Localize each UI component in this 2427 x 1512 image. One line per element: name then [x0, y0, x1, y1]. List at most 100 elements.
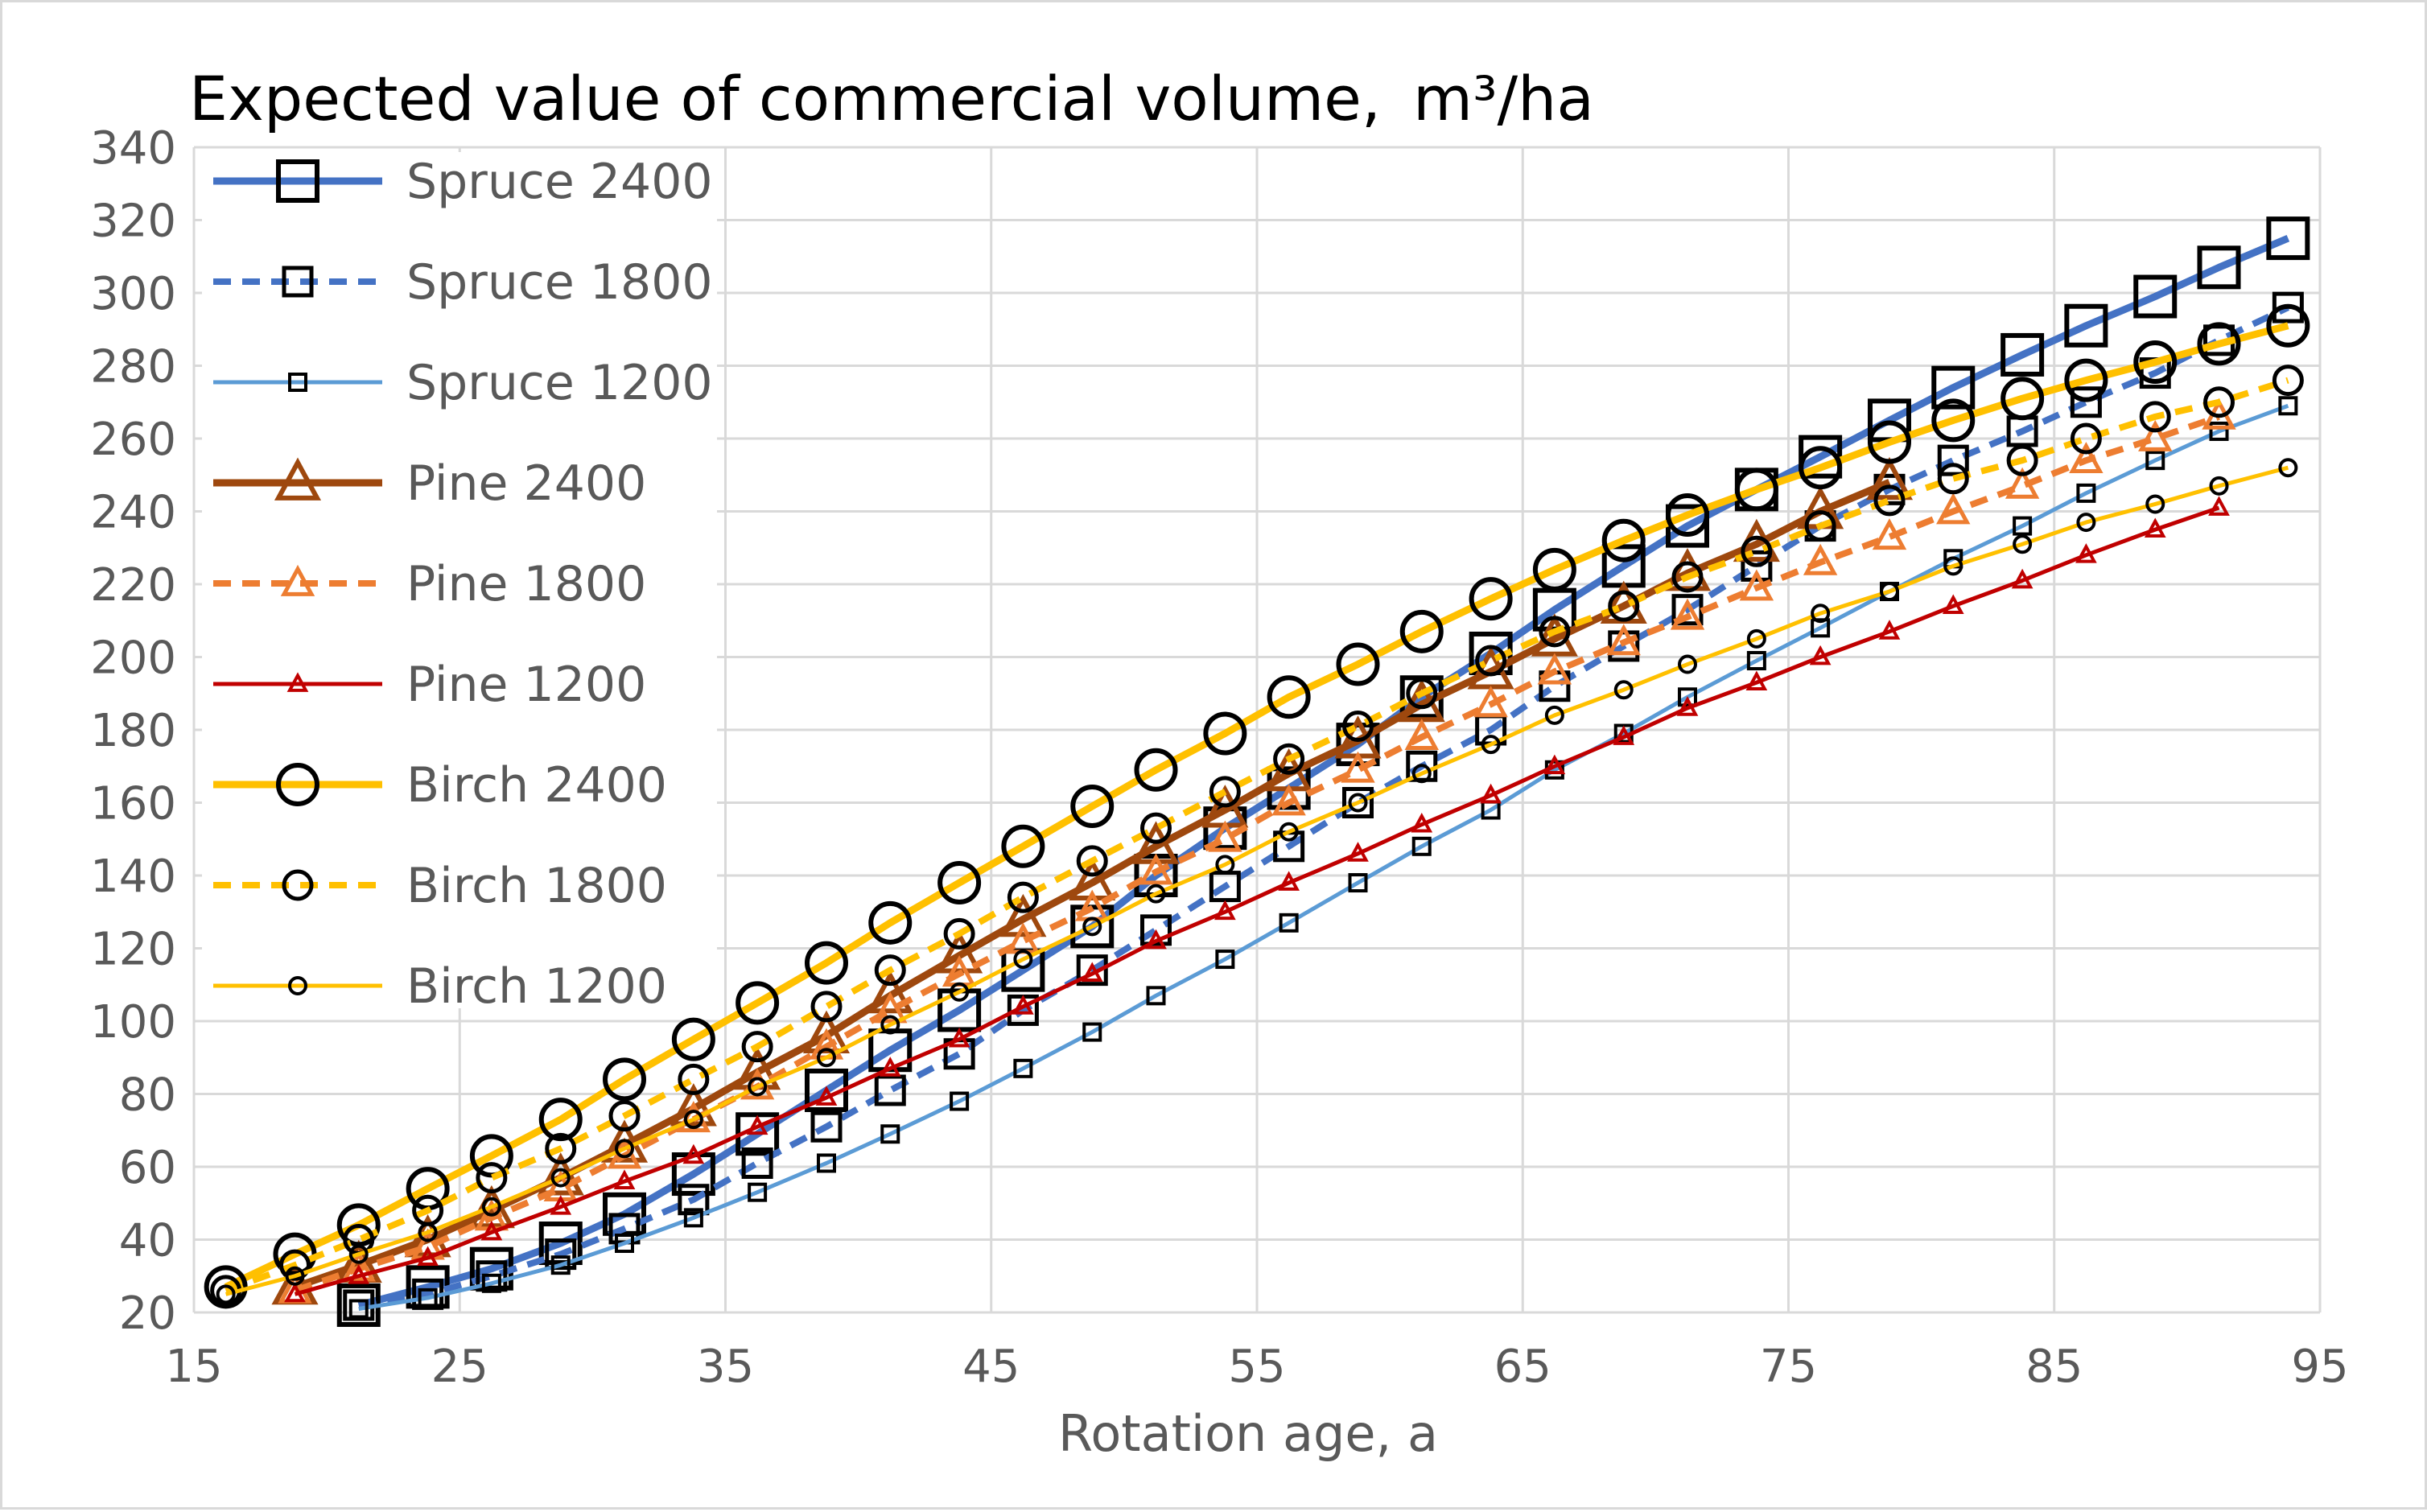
chart-title: Expected value of commercial volume, m³/h… — [189, 63, 1594, 134]
legend-swatch-marker — [274, 457, 322, 501]
legend-swatch-marker — [286, 672, 309, 692]
legend-swatch-marker — [280, 564, 315, 596]
y-tick-label-260: 260 — [90, 414, 176, 466]
data-point — [816, 1153, 836, 1173]
data-point — [476, 1260, 508, 1292]
data-point — [670, 1083, 717, 1127]
data-point — [1867, 420, 1911, 464]
data-point — [1336, 642, 1380, 686]
legend-label: Spruce 1200 — [406, 355, 713, 411]
series-line — [357, 234, 2290, 1309]
data-point — [2064, 303, 2108, 348]
data-point — [1214, 900, 1236, 921]
data-point — [1606, 624, 1641, 656]
legend-entry-birch-1200: Birch 1200 — [213, 958, 667, 1015]
data-point — [1134, 748, 1178, 792]
data-point — [810, 1110, 843, 1143]
legend-entry-spruce-1800: Spruce 1800 — [213, 254, 713, 311]
data-point — [1671, 561, 1704, 593]
data-point — [2208, 496, 2230, 516]
legend: Spruce 2400 Spruce 1800 Spruce 1200 Pine 24… — [202, 152, 717, 1015]
data-point — [2133, 274, 2178, 319]
data-point — [538, 1222, 583, 1266]
data-point — [2272, 365, 2304, 397]
legend-label: Spruce 1800 — [406, 254, 713, 311]
x-tick-label-95: 95 — [2291, 1341, 2348, 1393]
data-point — [1537, 653, 1572, 685]
x-tick-label-85: 85 — [2025, 1341, 2083, 1393]
legend-entry-birch-1800: Birch 1800 — [213, 858, 667, 914]
data-point — [1734, 468, 1778, 512]
y-tick-label-340: 340 — [90, 122, 176, 175]
series-spruce-1800 — [343, 291, 2304, 1321]
data-point — [615, 1139, 635, 1159]
data-point — [804, 941, 848, 985]
legend-label: Birch 2400 — [406, 757, 667, 814]
data-point — [943, 917, 975, 950]
data-point — [1670, 598, 1705, 630]
data-point — [879, 1057, 901, 1077]
data-point — [874, 954, 906, 987]
axes: 20 40 60 80 100 120 140 160 180 200 220 240 260 280 30… — [90, 122, 2349, 1393]
data-point — [2011, 568, 2033, 589]
data-point — [2266, 303, 2310, 348]
data-point — [2272, 291, 2304, 323]
data-point — [418, 1287, 438, 1308]
x-axis-label: Rotation age, a — [1058, 1404, 1438, 1463]
data-point — [1601, 518, 1646, 562]
data-point — [2001, 332, 2045, 377]
data-point — [1139, 853, 1173, 885]
data-point — [671, 1017, 715, 1061]
series-line — [224, 322, 2289, 1291]
data-point — [603, 1057, 647, 1102]
data-point — [1809, 645, 1832, 665]
data-point — [2005, 467, 2040, 499]
x-tick-label-65: 65 — [1494, 1341, 1551, 1393]
data-point — [867, 970, 914, 1014]
y-tick-label-40: 40 — [119, 1215, 176, 1267]
data-point — [2197, 322, 2241, 366]
data-point — [1273, 743, 1305, 775]
data-point — [1931, 398, 1976, 443]
data-point — [1613, 725, 1635, 745]
legend-label: Birch 1800 — [406, 858, 667, 914]
data-point — [1279, 822, 1299, 842]
data-point — [1931, 365, 1976, 410]
data-point — [816, 1048, 836, 1068]
series-line — [225, 377, 2289, 1294]
data-point — [748, 1182, 768, 1202]
data-point — [950, 982, 970, 1002]
data-point — [481, 1273, 501, 1293]
x-tick-label-55: 55 — [1228, 1341, 1285, 1393]
data-point — [1942, 594, 1964, 615]
data-point — [341, 1250, 376, 1282]
x-tick-label-35: 35 — [697, 1341, 754, 1393]
data-point — [2145, 451, 2165, 471]
data-point — [1811, 604, 1831, 624]
y-tick-label-320: 320 — [90, 196, 176, 248]
data-point — [1745, 670, 1768, 691]
data-point — [1543, 754, 1566, 775]
data-point — [1608, 590, 1640, 622]
data-point — [1347, 842, 1369, 862]
legend-entry-birch-2400: Birch 2400 — [213, 757, 667, 814]
data-point — [1082, 917, 1102, 937]
data-point — [1070, 785, 1115, 829]
legend-entry-pine-1200: Pine 1200 — [213, 657, 646, 713]
data-point — [868, 900, 913, 945]
data-point — [950, 1091, 970, 1111]
data-point — [1082, 1022, 1102, 1042]
data-point — [1081, 962, 1103, 983]
y-tick-label-300: 300 — [90, 268, 176, 320]
data-point — [538, 1098, 583, 1142]
data-point — [810, 991, 843, 1023]
legend-entry-pine-2400: Pine 2400 — [213, 455, 646, 512]
data-point — [1013, 950, 1033, 970]
data-point — [550, 1255, 571, 1275]
data-point — [2138, 419, 2173, 451]
legend-entry-spruce-1200: Spruce 1200 — [213, 355, 713, 411]
data-point — [1146, 884, 1166, 904]
data-point — [937, 861, 982, 905]
data-point — [683, 1110, 703, 1130]
data-point — [1741, 550, 1773, 582]
